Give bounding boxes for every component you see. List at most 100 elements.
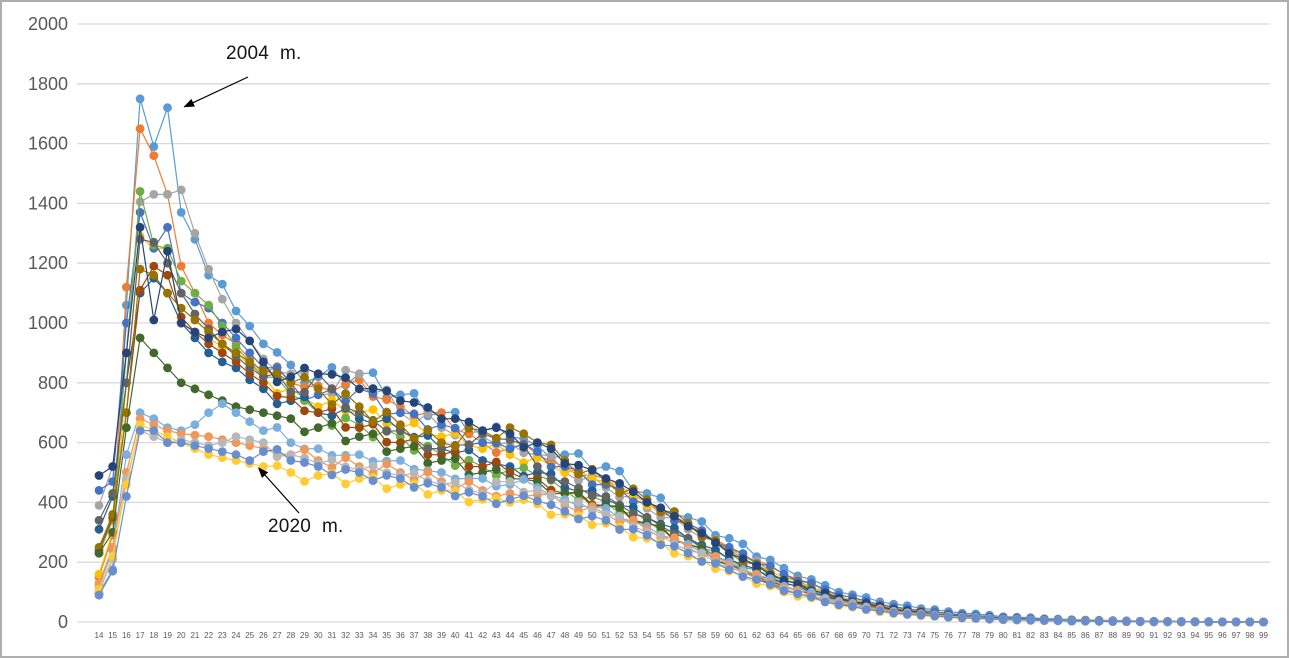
svg-text:54: 54 — [643, 631, 652, 640]
svg-text:78: 78 — [971, 631, 980, 640]
svg-text:0: 0 — [58, 612, 68, 632]
y-axis-labels: 0 200 400 600 800 1000 1200 1400 1600 1800 2000 — [28, 14, 68, 632]
svg-text:34: 34 — [369, 631, 378, 640]
svg-text:66: 66 — [807, 631, 816, 640]
svg-text:42: 42 — [478, 631, 487, 640]
svg-text:72: 72 — [889, 631, 898, 640]
svg-text:60: 60 — [725, 631, 734, 640]
svg-text:87: 87 — [1095, 631, 1104, 640]
series-2006 — [94, 185, 1268, 627]
svg-text:30: 30 — [314, 631, 323, 640]
svg-text:68: 68 — [834, 631, 843, 640]
svg-text:80: 80 — [999, 631, 1008, 640]
svg-text:77: 77 — [958, 631, 967, 640]
svg-text:800: 800 — [38, 373, 68, 393]
svg-text:45: 45 — [519, 631, 528, 640]
svg-text:41: 41 — [464, 631, 473, 640]
svg-text:62: 62 — [752, 631, 761, 640]
annotation-arrows — [183, 76, 300, 514]
svg-text:97: 97 — [1232, 631, 1241, 640]
svg-text:71: 71 — [875, 631, 884, 640]
svg-text:57: 57 — [684, 631, 693, 640]
svg-text:81: 81 — [1012, 631, 1021, 640]
svg-text:56: 56 — [670, 631, 679, 640]
x-axis-labels: 14 15 16 17 18 19 20 21 22 23 24 25 26 27 28 29 30 31 32 33… — [95, 631, 1269, 640]
annotation-2004: 2004 m. — [226, 43, 302, 64]
svg-text:70: 70 — [862, 631, 871, 640]
svg-text:83: 83 — [1040, 631, 1049, 640]
svg-text:26: 26 — [259, 631, 268, 640]
svg-text:76: 76 — [944, 631, 953, 640]
svg-text:14: 14 — [95, 631, 104, 640]
svg-text:29: 29 — [300, 631, 309, 640]
svg-text:98: 98 — [1245, 631, 1254, 640]
gridlines — [77, 23, 1270, 623]
svg-text:58: 58 — [697, 631, 706, 640]
svg-text:40: 40 — [451, 631, 460, 640]
series-2014 — [94, 222, 1268, 627]
svg-text:16: 16 — [122, 631, 131, 640]
series-2009 — [94, 187, 1268, 627]
svg-text:22: 22 — [204, 631, 213, 640]
svg-text:90: 90 — [1136, 631, 1145, 640]
svg-text:99: 99 — [1259, 631, 1268, 640]
series-2008 — [94, 208, 1268, 627]
svg-text:52: 52 — [615, 631, 624, 640]
svg-text:36: 36 — [396, 631, 405, 640]
svg-text:39: 39 — [437, 631, 446, 640]
svg-text:48: 48 — [560, 631, 569, 640]
svg-text:38: 38 — [423, 631, 432, 640]
svg-text:33: 33 — [355, 631, 364, 640]
svg-text:1200: 1200 — [28, 253, 68, 273]
svg-text:51: 51 — [601, 631, 610, 640]
svg-text:46: 46 — [533, 631, 542, 640]
svg-text:25: 25 — [245, 631, 254, 640]
svg-text:17: 17 — [136, 631, 145, 640]
svg-text:93: 93 — [1177, 631, 1186, 640]
svg-text:88: 88 — [1108, 631, 1117, 640]
svg-text:92: 92 — [1163, 631, 1172, 640]
svg-text:67: 67 — [821, 631, 830, 640]
svg-text:55: 55 — [656, 631, 665, 640]
svg-text:50: 50 — [588, 631, 597, 640]
svg-text:21: 21 — [190, 631, 199, 640]
svg-text:64: 64 — [780, 631, 789, 640]
svg-text:400: 400 — [38, 492, 68, 512]
svg-text:85: 85 — [1067, 631, 1076, 640]
series-2012 — [94, 234, 1268, 627]
svg-text:79: 79 — [985, 631, 994, 640]
svg-text:35: 35 — [382, 631, 391, 640]
svg-text:69: 69 — [848, 631, 857, 640]
svg-text:94: 94 — [1191, 631, 1200, 640]
series-2020 — [94, 426, 1268, 627]
svg-text:47: 47 — [547, 631, 556, 640]
svg-text:49: 49 — [574, 631, 583, 640]
svg-text:1000: 1000 — [28, 313, 68, 333]
svg-text:200: 200 — [38, 552, 68, 572]
series-2013 — [94, 264, 1268, 627]
svg-text:1400: 1400 — [28, 193, 68, 213]
svg-text:82: 82 — [1026, 631, 1035, 640]
svg-text:24: 24 — [232, 631, 241, 640]
svg-text:75: 75 — [930, 631, 939, 640]
svg-text:61: 61 — [738, 631, 747, 640]
svg-text:53: 53 — [629, 631, 638, 640]
svg-text:84: 84 — [1054, 631, 1063, 640]
svg-text:20: 20 — [177, 631, 186, 640]
svg-text:31: 31 — [327, 631, 336, 640]
svg-text:2000: 2000 — [28, 14, 68, 34]
svg-text:89: 89 — [1122, 631, 1131, 640]
svg-text:28: 28 — [286, 631, 295, 640]
svg-text:27: 27 — [273, 631, 282, 640]
svg-text:19: 19 — [163, 631, 172, 640]
series-2011 — [94, 261, 1268, 627]
svg-text:91: 91 — [1149, 631, 1158, 640]
svg-text:74: 74 — [917, 631, 926, 640]
svg-text:600: 600 — [38, 433, 68, 453]
svg-text:59: 59 — [711, 631, 720, 640]
svg-text:32: 32 — [341, 631, 350, 640]
series-2016 — [94, 399, 1268, 627]
svg-text:37: 37 — [410, 631, 419, 640]
